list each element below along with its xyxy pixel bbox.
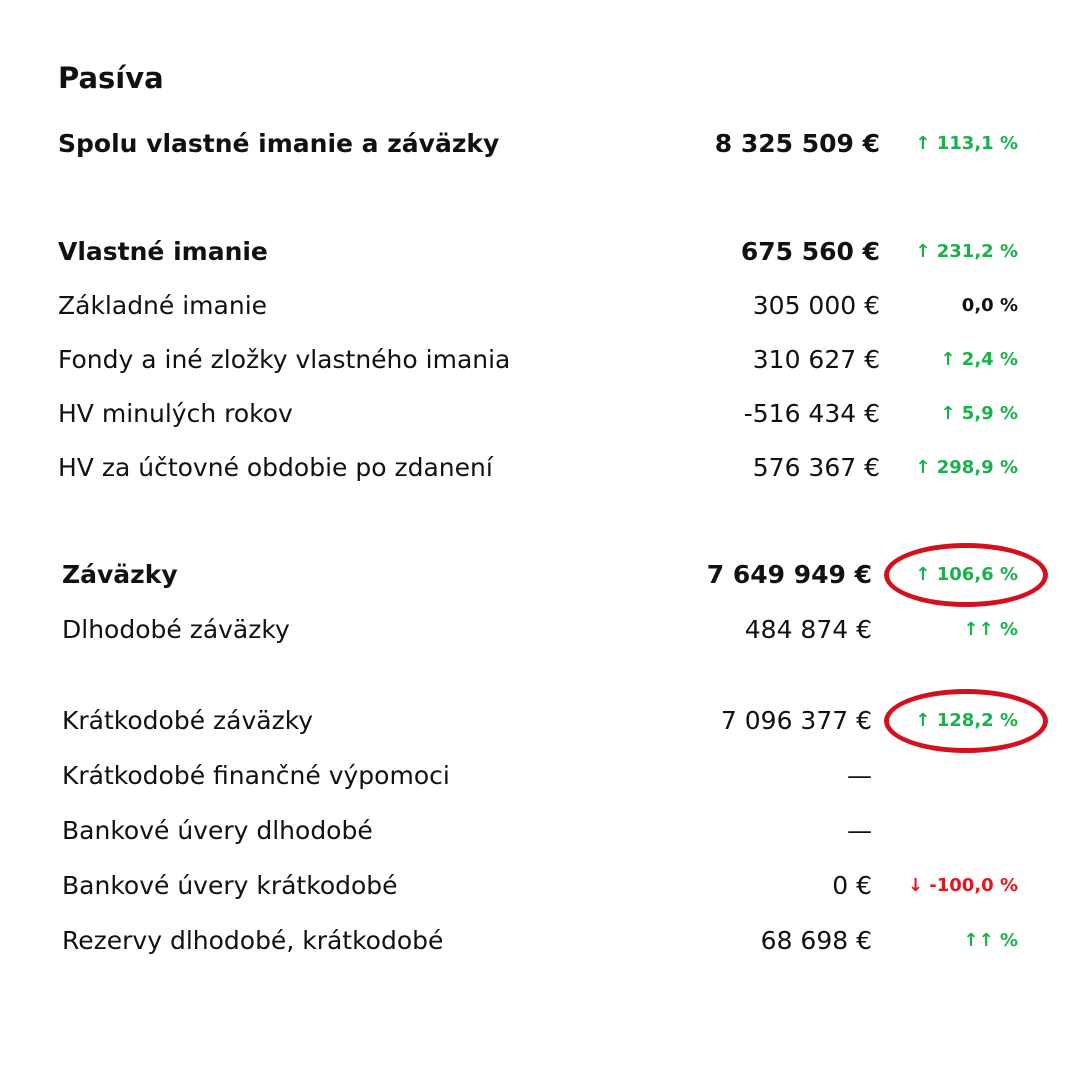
liabilities-row: Krátkodobé finančné výpomoci — — [62, 756, 1028, 796]
change-indicator: ↑ 2,4 % — [940, 349, 1018, 370]
equity-row: HV za účtovné obdobie po zdanení 576 367… — [58, 448, 1028, 488]
row-label: Základné imanie — [58, 291, 268, 320]
liabilities-row: Rezervy dlhodobé, krátkodobé 68 698 € ↑↑… — [62, 921, 1028, 961]
row-value: 675 560 € — [740, 237, 880, 266]
row-label: Rezervy dlhodobé, krátkodobé — [62, 926, 444, 955]
row-label: Bankové úvery dlhodobé — [62, 816, 373, 845]
liabilities-row: Bankové úvery krátkodobé 0 € ↓ -100,0 % — [62, 866, 1028, 906]
row-label: Vlastné imanie — [58, 237, 268, 266]
row-label: Dlhodobé záväzky — [62, 615, 290, 644]
equity-row: Fondy a iné zložky vlastného imania 310 … — [58, 340, 1028, 380]
row-value: 305 000 € — [752, 291, 880, 320]
equity-row: HV minulých rokov -516 434 € ↑ 5,9 % — [58, 394, 1028, 434]
row-value: — — [847, 816, 872, 845]
total-row: Spolu vlastné imanie a záväzky 8 325 509… — [58, 124, 1028, 164]
change-indicator: 0,0 % — [961, 295, 1018, 316]
row-label: HV za účtovné obdobie po zdanení — [58, 453, 493, 482]
row-label: Fondy a iné zložky vlastného imania — [58, 345, 511, 374]
change-indicator: ↑ 113,1 % — [915, 133, 1018, 154]
row-value: 7 096 377 € — [720, 706, 872, 735]
row-value: 484 874 € — [744, 615, 872, 644]
row-value: 576 367 € — [752, 453, 880, 482]
change-indicator: ↑ 298,9 % — [915, 457, 1018, 478]
change-indicator: ↑↑ % — [963, 619, 1018, 640]
row-value: — — [847, 761, 872, 790]
row-label: HV minulých rokov — [58, 399, 293, 428]
page-title: Pasíva — [58, 61, 164, 95]
highlight-ring — [884, 543, 1048, 607]
equity-header-row: Vlastné imanie 675 560 € ↑ 231,2 % — [58, 232, 1028, 272]
change-indicator: ↑ 231,2 % — [915, 241, 1018, 262]
row-value: 310 627 € — [752, 345, 880, 374]
row-value: 0 € — [832, 871, 872, 900]
row-value: 7 649 949 € — [706, 560, 872, 589]
liabilities-row: Bankové úvery dlhodobé — — [62, 811, 1028, 851]
change-indicator: ↑ 5,9 % — [940, 403, 1018, 424]
row-label: Záväzky — [62, 560, 178, 589]
change-indicator: ↓ -100,0 % — [907, 875, 1018, 896]
row-value: 68 698 € — [760, 926, 872, 955]
row-value: -516 434 € — [743, 399, 880, 428]
row-label: Spolu vlastné imanie a záväzky — [58, 129, 500, 158]
liabilities-row: Dlhodobé záväzky 484 874 € ↑↑ % — [62, 610, 1028, 650]
equity-row: Základné imanie 305 000 € 0,0 % — [58, 286, 1028, 326]
row-label: Krátkodobé finančné výpomoci — [62, 761, 450, 790]
row-label: Bankové úvery krátkodobé — [62, 871, 398, 900]
row-label: Krátkodobé záväzky — [62, 706, 314, 735]
change-indicator: ↑↑ % — [963, 930, 1018, 951]
row-value: 8 325 509 € — [714, 129, 880, 158]
highlight-ring — [884, 689, 1048, 753]
